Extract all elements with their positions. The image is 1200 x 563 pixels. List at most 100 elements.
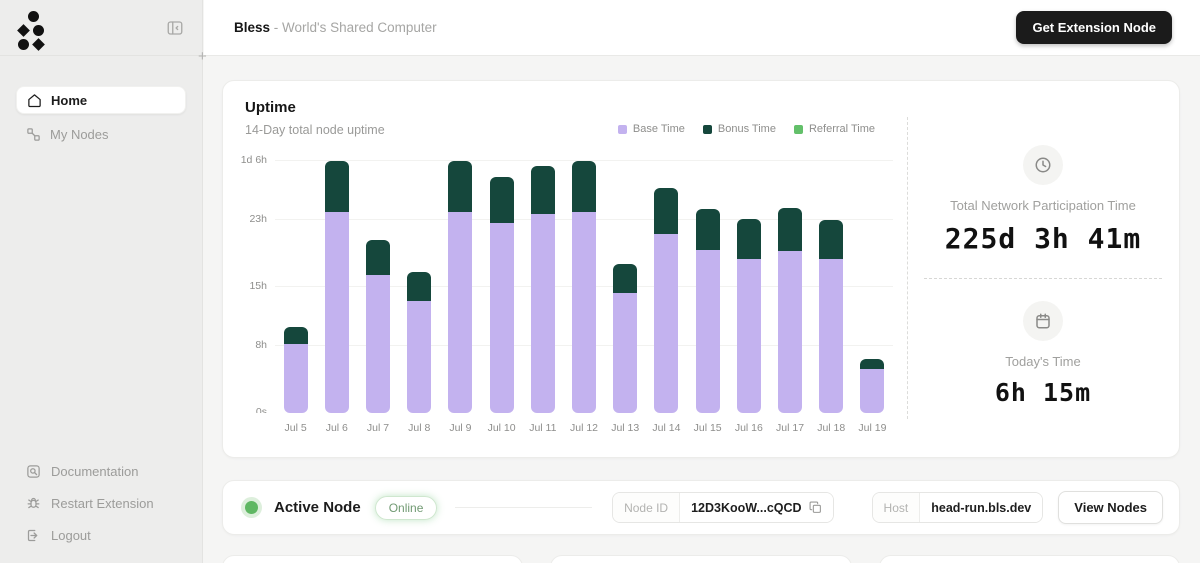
logo-dot (28, 11, 39, 22)
sidebar-item-logout[interactable]: Logout (16, 519, 186, 551)
bar-slot (646, 153, 687, 413)
logout-icon (27, 529, 38, 541)
x-tick-label: Jul 13 (611, 422, 640, 434)
sidebar-item-label: Logout (51, 527, 91, 543)
bar-segment (407, 272, 432, 301)
bar-segment (407, 300, 432, 413)
x-tick-label: Jul 18 (817, 422, 846, 434)
logo-dot (33, 25, 44, 36)
legend-bonus-time: Bonus Time (702, 123, 776, 135)
x-tick-label: Jul 7 (366, 422, 390, 434)
sidebar-item-my-nodes[interactable]: My Nodes (16, 120, 186, 148)
bar-jul-11[interactable] (530, 165, 555, 413)
bar-jul-7[interactable] (366, 240, 390, 413)
y-axis-labels: 0s 8h 15h 23h 1d 6h (239, 153, 269, 413)
sidebar-collapse-icon[interactable] (164, 17, 186, 39)
host-value: head-run.bls.dev (920, 493, 1043, 522)
bar-segment (572, 161, 597, 212)
view-nodes-button[interactable]: View Nodes (1058, 491, 1163, 524)
bar-segment (283, 344, 308, 413)
x-tick-label: Jul 8 (408, 422, 431, 434)
bottom-card (550, 555, 852, 563)
get-extension-node-button[interactable]: Get Extension Node (1016, 11, 1172, 44)
bar-slot (769, 153, 810, 413)
sidebar-item-documentation[interactable]: Documentation (16, 455, 186, 487)
stats-panel: Total Network Participation Time 225d 3h… (907, 81, 1179, 457)
sidebar-item-label: My Nodes (50, 126, 109, 142)
bar-jul-16[interactable] (736, 219, 761, 413)
x-tick-label: Jul 11 (529, 422, 557, 434)
sidebar-item-home[interactable]: Home (16, 86, 186, 114)
bar-segment (736, 219, 761, 259)
bar-segment (695, 250, 720, 413)
todays-time-label: Today's Time (1005, 354, 1081, 369)
bar-jul-6[interactable] (324, 161, 349, 413)
bar-jul-5[interactable] (283, 326, 308, 413)
logo-dot (18, 39, 29, 50)
bar-segment (448, 211, 473, 413)
bar-jul-18[interactable] (819, 220, 844, 413)
x-tick-label: Jul 14 (652, 422, 681, 434)
sidebar-header (0, 0, 202, 56)
calendar-icon (1023, 301, 1063, 341)
todays-time-value: 6h 15m (994, 378, 1092, 407)
bar-jul-17[interactable] (778, 208, 803, 413)
sidebar-item-restart-extension[interactable]: Restart Extension (16, 487, 186, 519)
bar-jul-19[interactable] (860, 359, 885, 413)
bar-jul-9[interactable] (448, 161, 473, 413)
x-tick-label: Jul 19 (858, 422, 887, 434)
x-tick-label: Jul 17 (776, 422, 805, 434)
bar-jul-12[interactable] (572, 161, 597, 413)
documentation-icon (27, 464, 40, 478)
sidebar-nav: Home My Nodes (0, 56, 202, 148)
host-group: Host head-run.bls.dev (871, 492, 1044, 523)
bar-segment (530, 214, 555, 413)
total-participation-label: Total Network Participation Time (950, 198, 1136, 213)
nodes-icon (27, 127, 40, 141)
bar-segment (860, 368, 885, 413)
y-tick-label: 1d 6h (240, 154, 267, 167)
clock-icon (1023, 145, 1063, 185)
bar-slot (316, 153, 357, 413)
bar-segment (819, 220, 844, 259)
x-tick-label: Jul 16 (734, 422, 763, 434)
x-tick-label: Jul 5 (284, 422, 307, 434)
bar-jul-8[interactable] (407, 272, 432, 413)
bar-jul-14[interactable] (654, 188, 679, 413)
x-tick-label: Jul 9 (449, 422, 472, 434)
node-id-value: 12D3KooW...cQCD (691, 500, 802, 515)
uptime-card: Uptime 14-Day total node uptime Base Tim… (222, 80, 1180, 458)
bar-segment (736, 258, 761, 413)
y-tick-label: 23h (249, 213, 267, 226)
x-tick-label: Jul 12 (570, 422, 599, 434)
x-tick-label: Jul 6 (325, 422, 348, 434)
bar-segment (613, 263, 638, 294)
top-header: Bless - World's Shared Computer Get Exte… (204, 0, 1200, 56)
bar-segment (860, 359, 885, 369)
plot-area (275, 153, 893, 413)
x-tick-label: Jul 15 (693, 422, 722, 434)
copy-icon[interactable] (809, 501, 822, 514)
sidebar: Home My Nodes Documentation Restart Exte… (0, 0, 203, 563)
bar-segment (572, 211, 597, 413)
bar-jul-13[interactable] (613, 263, 638, 413)
bar-slot (440, 153, 481, 413)
bar-segment (654, 233, 679, 413)
host-label: Host (872, 493, 921, 522)
home-icon (28, 93, 41, 107)
resize-handle-icon: + (198, 48, 207, 65)
bar-segment (613, 293, 638, 413)
sidebar-item-label: Restart Extension (51, 495, 154, 511)
online-status-badge: Online (374, 495, 438, 520)
node-id-group: Node ID 12D3KooW...cQCD (612, 492, 834, 523)
bar-jul-15[interactable] (695, 209, 720, 413)
bar-segment (448, 161, 473, 212)
bar-slot (522, 153, 563, 413)
legend-base-time: Base Time (617, 123, 685, 135)
bug-icon (27, 497, 40, 508)
bar-slot (275, 153, 316, 413)
bar-slot (811, 153, 852, 413)
bars-container (275, 153, 893, 413)
bar-jul-10[interactable] (489, 177, 514, 413)
bar-segment (530, 165, 555, 215)
